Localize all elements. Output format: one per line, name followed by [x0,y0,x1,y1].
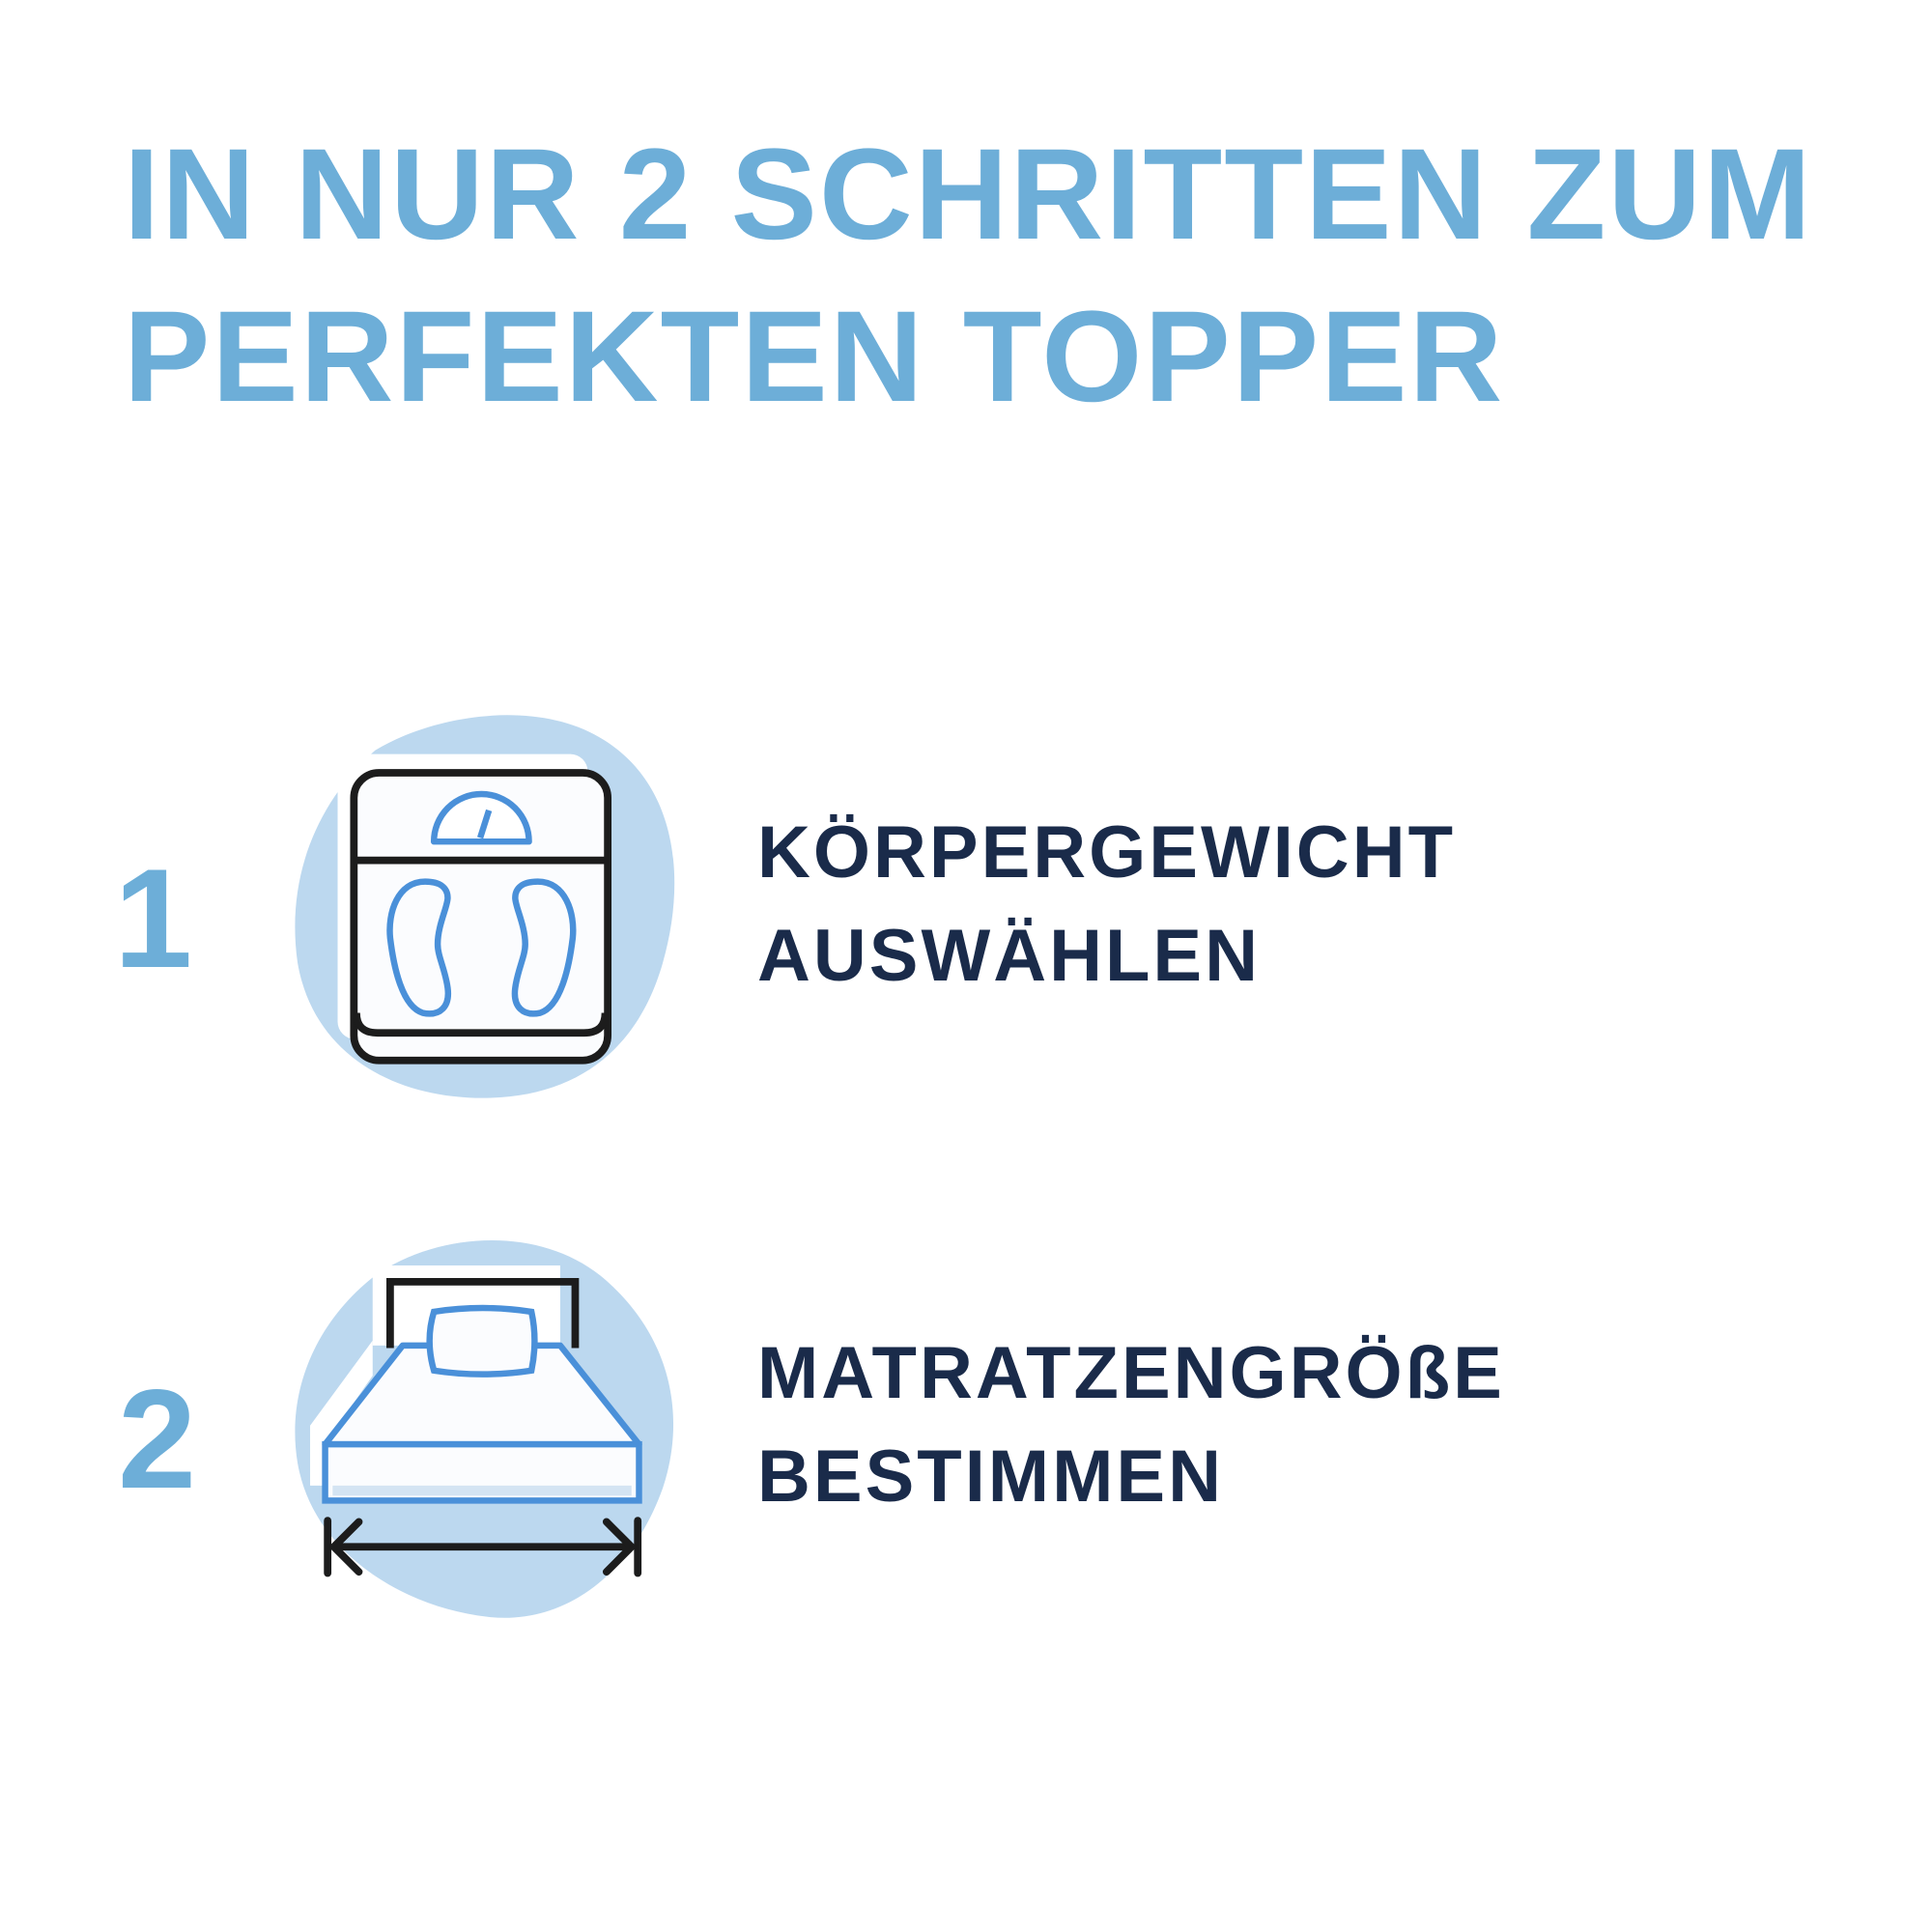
step-1-number: 1 [114,839,193,997]
step-1-illustration [295,715,675,1098]
step-2-line-2: BESTIMMEN [757,1435,1224,1518]
step-1-line-2: AUSWÄHLEN [757,915,1261,997]
step-2-number: 2 [118,1360,197,1518]
step-2-line-1: MATRATZENGRÖßE [757,1332,1505,1414]
step-2-label: MATRATZENGRÖßE BESTIMMEN [757,1321,1505,1528]
bathroom-scale-icon [350,769,612,1065]
bed-width-icon [322,1277,642,1577]
title-line-1: IN NUR 2 SCHRITTEN ZUM [124,123,1813,267]
highlight-offset [310,1340,373,1486]
step-1-label: KÖRPERGEWICHT AUSWÄHLEN [757,801,1456,1008]
title-line-2: PERFEKTEN TOPPER [124,285,1505,429]
step-2-illustration [295,1239,674,1618]
step-1-line-1: KÖRPERGEWICHT [757,811,1456,894]
page-title: IN NUR 2 SCHRITTEN ZUM PERFEKTEN TOPPER [124,114,1813,439]
